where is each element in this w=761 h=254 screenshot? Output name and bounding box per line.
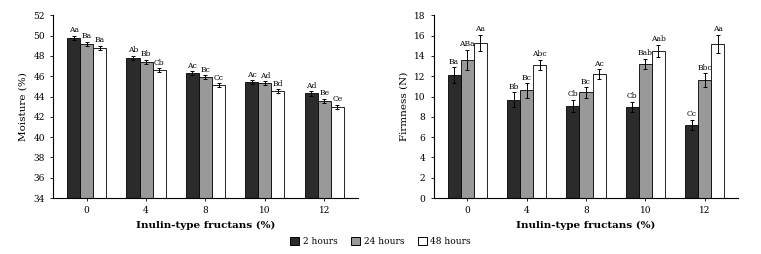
Bar <box>447 75 460 198</box>
Bar <box>712 44 724 198</box>
Bar <box>331 107 344 254</box>
Bar <box>245 82 258 254</box>
Text: Cc: Cc <box>686 110 696 118</box>
Text: Ba: Ba <box>449 58 459 66</box>
Text: Ba: Ba <box>94 36 105 44</box>
Text: Aa: Aa <box>68 26 78 34</box>
Text: Bb: Bb <box>508 83 519 91</box>
Bar <box>474 43 487 198</box>
Bar <box>272 91 285 254</box>
Text: Bc: Bc <box>581 78 591 86</box>
Text: Aab: Aab <box>651 35 666 43</box>
Bar <box>317 101 331 254</box>
X-axis label: Inulin-type fructans (%): Inulin-type fructans (%) <box>135 221 275 230</box>
Text: Cc: Cc <box>214 74 224 82</box>
Text: Ab: Ab <box>128 46 139 54</box>
Bar <box>566 106 579 198</box>
Bar <box>258 83 272 254</box>
Text: Ac: Ac <box>594 60 604 68</box>
Bar <box>67 38 80 254</box>
Bar <box>638 64 652 198</box>
Text: Cb: Cb <box>154 59 164 67</box>
Text: Bc: Bc <box>521 74 531 82</box>
Bar <box>685 125 698 198</box>
Text: Aa: Aa <box>713 25 723 33</box>
Bar <box>94 48 107 254</box>
Bar <box>626 107 638 198</box>
Text: Ad: Ad <box>306 82 317 90</box>
Text: Ac: Ac <box>187 62 197 70</box>
Bar <box>698 80 712 198</box>
Bar <box>153 70 166 254</box>
Text: Abc: Abc <box>533 51 547 58</box>
Y-axis label: Moisture (%): Moisture (%) <box>19 72 27 141</box>
Text: Ba: Ba <box>81 32 92 40</box>
Bar <box>460 60 474 198</box>
Text: Bc: Bc <box>201 66 210 74</box>
Bar <box>533 65 546 198</box>
Text: Bab: Bab <box>638 50 653 57</box>
Text: Bd: Bd <box>272 80 283 88</box>
Bar <box>593 74 606 198</box>
X-axis label: Inulin-type fructans (%): Inulin-type fructans (%) <box>516 221 656 230</box>
Bar <box>126 58 139 254</box>
Bar <box>80 44 94 254</box>
Text: Be: Be <box>319 89 330 97</box>
Text: Bbc: Bbc <box>697 64 712 72</box>
Bar <box>520 90 533 198</box>
Bar <box>652 51 665 198</box>
Bar <box>304 93 317 254</box>
Bar <box>186 73 199 254</box>
Y-axis label: Firmness (N): Firmness (N) <box>400 72 409 141</box>
Bar <box>139 62 153 254</box>
Text: Cb: Cb <box>568 90 578 98</box>
Text: Cb: Cb <box>627 92 638 100</box>
Bar <box>212 85 225 254</box>
Text: Ce: Ce <box>332 95 342 103</box>
Text: Ac: Ac <box>247 71 256 79</box>
Text: Aa: Aa <box>476 25 486 33</box>
Bar <box>507 100 520 198</box>
Text: Bb: Bb <box>141 51 151 58</box>
Text: Ad: Ad <box>260 72 270 80</box>
Text: ABa: ABa <box>460 40 475 48</box>
Bar <box>199 77 212 254</box>
Legend: 2 hours, 24 hours, 48 hours: 2 hours, 24 hours, 48 hours <box>286 233 475 249</box>
Bar <box>579 92 593 198</box>
